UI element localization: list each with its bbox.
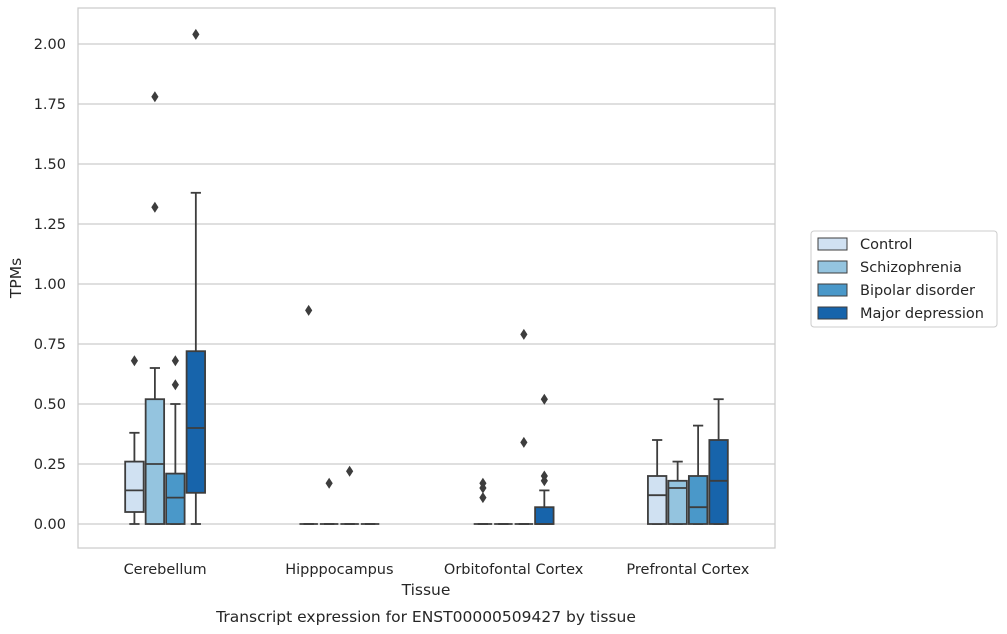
box-element (708, 398, 729, 525)
y-tick-label: 1.25 (34, 217, 66, 233)
x-tick-label: Hipppocampus (285, 562, 393, 578)
y-tick-labels: 0.00 0.25 0.50 0.75 1.00 1.25 1.50 1.75 2.00 (34, 37, 66, 533)
legend-label: Major depression (860, 306, 984, 322)
y-tick-label: 0.00 (34, 517, 66, 533)
y-tick-label: 1.50 (34, 157, 66, 173)
plot-frame (77, 7, 776, 549)
x-tick-label: Cerebellum (124, 562, 207, 578)
outlier-point (479, 477, 487, 489)
box-iqr (667, 479, 688, 525)
box-groups (124, 28, 729, 525)
box-element (185, 28, 206, 525)
box-iqr (185, 350, 206, 494)
box-element (144, 91, 166, 525)
y-tick-label: 0.75 (34, 337, 66, 353)
grid-lines (78, 43, 775, 525)
box-iqr (124, 460, 145, 513)
x-tick-labels: Cerebellum Hipppocampus Orbitofontal Corte… (124, 562, 750, 578)
box-element (340, 465, 359, 525)
outlier-point (305, 304, 313, 316)
outlier-point (520, 436, 528, 448)
box-iqr (144, 398, 166, 525)
box-iqr (647, 475, 668, 525)
y-axis-title: TPMs (7, 258, 25, 299)
legend-swatch (817, 306, 848, 320)
box-element (124, 355, 145, 525)
box-element (299, 304, 318, 525)
box-element (647, 439, 668, 525)
outlier-point (151, 91, 159, 103)
outlier-point (171, 355, 179, 367)
legend-swatch (817, 283, 848, 297)
box-iqr (708, 439, 729, 525)
outlier-point (540, 393, 548, 405)
outlier-point (151, 201, 159, 213)
box-element (687, 424, 709, 525)
outlier-point (325, 477, 333, 489)
box-element (534, 393, 555, 525)
legend-frame (810, 230, 998, 328)
outlier-point (540, 470, 548, 482)
y-tick-label: 0.50 (34, 397, 66, 413)
box-iqr (534, 506, 555, 525)
box-iqr (165, 472, 186, 525)
y-tick-label: 0.25 (34, 457, 66, 473)
box-iqr (687, 475, 709, 525)
legend-label: Control (860, 237, 912, 253)
outlier-point (346, 465, 354, 477)
y-tick-label: 1.00 (34, 277, 66, 293)
box-element (319, 477, 339, 525)
outlier-point (171, 379, 179, 391)
x-tick-label: Orbitofontal Cortex (444, 562, 584, 578)
box-element (667, 460, 688, 525)
outlier-point (130, 355, 139, 367)
outlier-point (192, 28, 200, 40)
y-tick-label: 1.75 (34, 97, 66, 113)
y-tick-label: 2.00 (34, 37, 66, 53)
legend: Control Schizophrenia Bipolar disorder Majo… (810, 230, 998, 328)
figure-caption: Transcript expression for ENST0000050942… (215, 608, 636, 626)
x-tick-label: Prefrontal Cortex (626, 562, 749, 578)
box-element (514, 328, 534, 525)
x-axis-title: Tissue (401, 581, 451, 599)
legend-label: Bipolar disorder (860, 283, 975, 299)
box-element (473, 477, 493, 525)
outlier-point (479, 492, 487, 504)
legend-swatch (817, 260, 848, 274)
legend-swatch (817, 237, 848, 251)
box-element (165, 355, 186, 525)
legend-label: Schizophrenia (860, 260, 962, 276)
outlier-point (520, 328, 528, 340)
